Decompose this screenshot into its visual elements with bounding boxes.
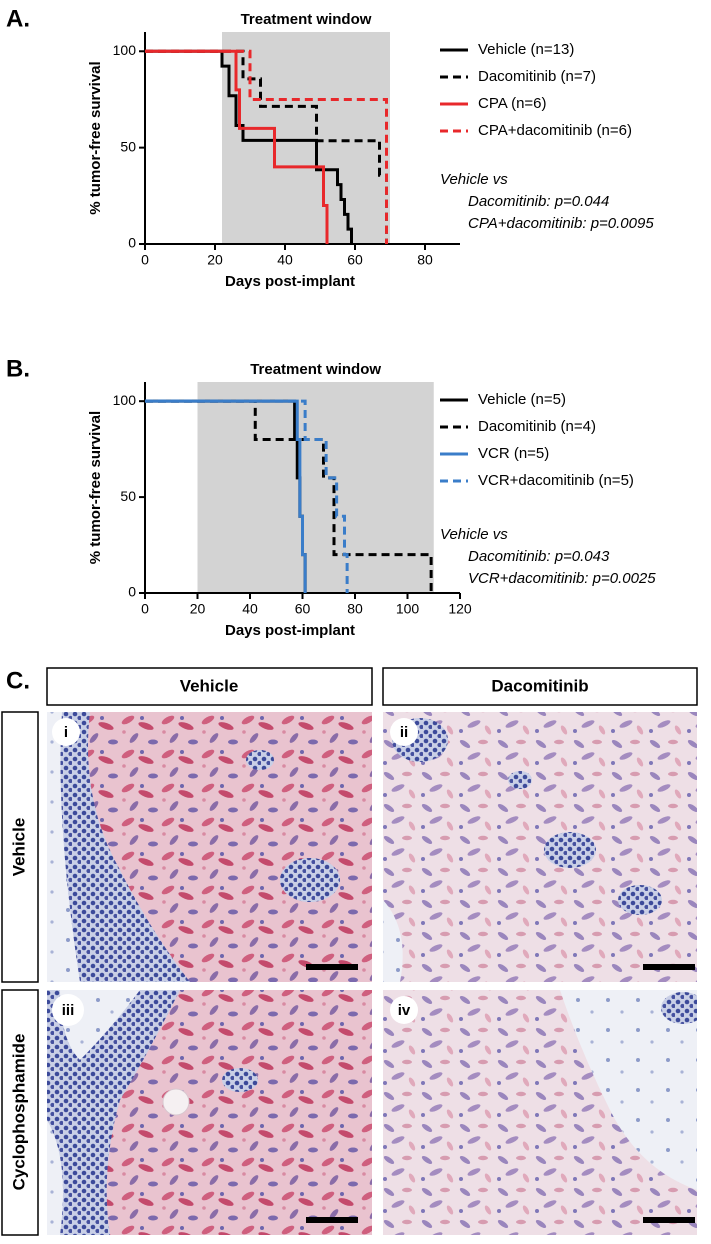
chart: A. Treatment window 0 50 100 0 20 40 60 80 Days po… — [6, 5, 654, 290]
histology-image — [383, 990, 697, 1235]
x-tick-label: 80 — [417, 252, 433, 268]
panel-label: B. — [6, 355, 30, 382]
annotation: Vehicle vs — [440, 171, 508, 188]
legend-label: CPA+dacomitinib (n=6) — [478, 122, 632, 139]
treatment-window — [197, 382, 434, 593]
x-tick-label: 100 — [396, 601, 420, 617]
y-axis-title: % tumor-free survival — [87, 61, 104, 214]
x-tick-label: 40 — [277, 252, 293, 268]
histology-image — [383, 712, 697, 982]
legend-label: Dacomitinib (n=4) — [478, 418, 596, 435]
y-tick-label: 0 — [128, 584, 136, 600]
treatment-window — [222, 32, 390, 244]
image-label: iii — [62, 1002, 75, 1019]
panel-label: A. — [6, 5, 30, 32]
x-tick-label: 60 — [347, 252, 363, 268]
x-axis-title: Days post-implant — [225, 273, 355, 290]
survival-curve — [145, 399, 433, 593]
image-label: ii — [400, 724, 408, 741]
column-header-box — [382, 667, 698, 706]
y-tick-label: 50 — [120, 138, 136, 154]
survival-curve — [145, 49, 353, 244]
annotation: CPA+dacomitinib: p=0.0095 — [468, 215, 654, 232]
annotation: Dacomitinib: p=0.044 — [468, 193, 609, 210]
x-tick-label: 120 — [448, 601, 472, 617]
image-label: i — [64, 724, 68, 741]
histology-image — [47, 712, 372, 982]
survival-curve — [145, 49, 388, 244]
shade-title: Treatment window — [241, 11, 372, 28]
scale-bar — [643, 1217, 695, 1223]
survival-curve — [145, 49, 388, 244]
image-label-badge — [390, 996, 418, 1024]
legend-label: CPA (n=6) — [478, 95, 547, 112]
scale-bar — [306, 964, 358, 970]
image-label: iv — [398, 1002, 411, 1019]
x-tick-label: 20 — [207, 252, 223, 268]
legend-label: VCR (n=5) — [478, 445, 549, 462]
legend-label: VCR+dacomitinib (n=5) — [478, 472, 634, 489]
x-tick-label: 0 — [141, 252, 149, 268]
scale-bar — [643, 964, 695, 970]
x-tick-label: 40 — [242, 601, 258, 617]
y-tick-label: 100 — [113, 392, 137, 408]
scale-bars — [306, 964, 695, 1223]
column-header: Dacomitinib — [491, 676, 588, 695]
y-tick-label: 100 — [113, 42, 137, 58]
legend-label: Vehicle (n=13) — [478, 41, 574, 58]
row-header-box — [1, 989, 39, 1236]
image-labels: i ii iii iv — [52, 718, 418, 1026]
x-tick-label: 80 — [347, 601, 363, 617]
annotation: VCR+dacomitinib: p=0.0025 — [468, 570, 656, 587]
chart: B. Treatment window 0 50 100 0 20 40 60 80 100 120 D… — [6, 355, 656, 639]
y-axis-title: % tumor-free survival — [87, 411, 104, 564]
column-header: Vehicle — [180, 676, 239, 695]
row-header-box — [1, 711, 39, 983]
scale-bar — [306, 1217, 358, 1223]
x-tick-label: 0 — [141, 601, 149, 617]
y-tick-label: 0 — [128, 235, 136, 251]
panel-label: C. — [6, 667, 30, 694]
legend-label: Vehicle (n=5) — [478, 391, 566, 408]
x-tick-label: 60 — [295, 601, 311, 617]
image-label-badge — [52, 718, 80, 746]
survival-curve — [145, 49, 329, 244]
image-label-badge — [52, 994, 84, 1026]
y-tick-label: 50 — [120, 488, 136, 504]
x-axis-title: Days post-implant — [225, 622, 355, 639]
legend-label: Dacomitinib (n=7) — [478, 68, 596, 85]
x-tick-label: 20 — [190, 601, 206, 617]
shade-title: Treatment window — [250, 361, 381, 378]
image-label-badge — [390, 718, 418, 746]
column-header-box — [46, 667, 373, 706]
annotation: Dacomitinib: p=0.043 — [468, 548, 610, 565]
survival-curve — [145, 399, 307, 593]
histology-image — [47, 990, 372, 1235]
survival-curve — [145, 399, 349, 593]
row-header: Vehicle — [9, 818, 28, 877]
annotation: Vehicle vs — [440, 526, 508, 543]
row-header: Cyclophosphamide — [9, 1034, 28, 1191]
